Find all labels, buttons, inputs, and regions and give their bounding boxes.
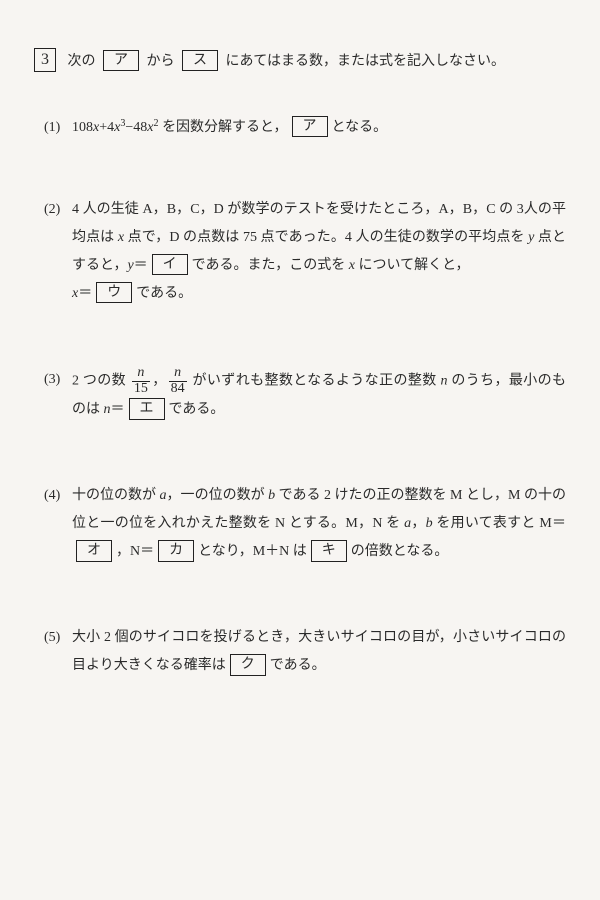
answer-blank: キ [311, 540, 347, 561]
page: 3 次の ア から ス にあてはまる数，または式を記入しなさい。 (1) 108x… [0, 0, 600, 900]
lead-t0: 次の [68, 54, 96, 69]
text-segment: 108x+4x3−48x2 を因数分解すると， [72, 120, 288, 135]
text-segment: の倍数となる。 [351, 544, 449, 559]
item-5: (5) 大小 2 個のサイコロを投げるとき，大きいサイコロの目が，小さいサイコロの… [46, 624, 566, 680]
lead-t2: にあてはまる数，または式を記入しなさい。 [226, 54, 505, 69]
items-container: (1) 108x+4x3−48x2 を因数分解すると， アとなる。 (2) 4 人の生徒… [34, 114, 566, 680]
fraction-denominator: 15 [132, 381, 150, 397]
item-number: (3) [44, 366, 60, 394]
text-segment: である。 [169, 402, 225, 417]
fraction-numerator: n [132, 366, 150, 381]
item-number: (4) [44, 482, 60, 510]
answer-blank: オ [76, 540, 112, 561]
blank-su-lead: ス [182, 50, 218, 71]
text-segment: となり，M＋N は [198, 544, 307, 559]
text-segment: 十の位の数が a，一の位の数が b である 2 けたの正の整数を M とし，M … [72, 488, 566, 531]
answer-blank: エ [129, 398, 165, 419]
item-body: 大小 2 個のサイコロを投げるとき，大きいサイコロの目が，小さいサイコロの目より… [72, 624, 566, 680]
fraction-denominator: 84 [169, 381, 187, 397]
item-number: (5) [44, 624, 60, 652]
item-body: 108x+4x3−48x2 を因数分解すると， アとなる。 [72, 114, 566, 142]
text-segment: である。 [270, 658, 326, 673]
text-segment: ，N＝ [116, 544, 154, 559]
item-body: 2 つの数 n15，n84 がいずれも整数となるような正の整数 n のうち，最小… [72, 366, 566, 424]
item-number: (1) [44, 114, 60, 142]
item-4: (4) 十の位の数が a，一の位の数が b である 2 けたの正の整数を M とし… [46, 482, 566, 566]
answer-blank: ウ [96, 282, 132, 303]
lead-line: 3 次の ア から ス にあてはまる数，または式を記入しなさい。 [34, 48, 566, 76]
item-body: 十の位の数が a，一の位の数が b である 2 けたの正の整数を M とし，M … [72, 482, 566, 566]
answer-blank: ア [292, 116, 328, 137]
question-number-box: 3 [34, 48, 56, 72]
fraction-numerator: n [169, 366, 187, 381]
blank-a-lead: ア [103, 50, 139, 71]
item-number: (2) [44, 196, 60, 224]
item-2: (2) 4 人の生徒 A，B，C，D が数学のテストを受けたところ，A，B，C の… [46, 196, 566, 308]
text-segment: 2 つの数 [72, 373, 130, 388]
answer-blank: イ [152, 254, 188, 275]
answer-blank: カ [158, 540, 194, 561]
text-segment: ， [152, 373, 167, 388]
item-body: 4 人の生徒 A，B，C，D が数学のテストを受けたところ，A，B，C の 3人… [72, 196, 566, 308]
lead-t1: から [147, 54, 175, 69]
item-3: (3) 2 つの数 n15，n84 がいずれも整数となるような正の整数 n のうち… [46, 366, 566, 424]
text-segment: となる。 [332, 120, 388, 135]
item-1: (1) 108x+4x3−48x2 を因数分解すると， アとなる。 [46, 114, 566, 142]
fraction: n15 [132, 366, 150, 396]
answer-blank: ク [230, 654, 266, 675]
fraction: n84 [169, 366, 187, 396]
text-segment: である。 [136, 286, 192, 301]
